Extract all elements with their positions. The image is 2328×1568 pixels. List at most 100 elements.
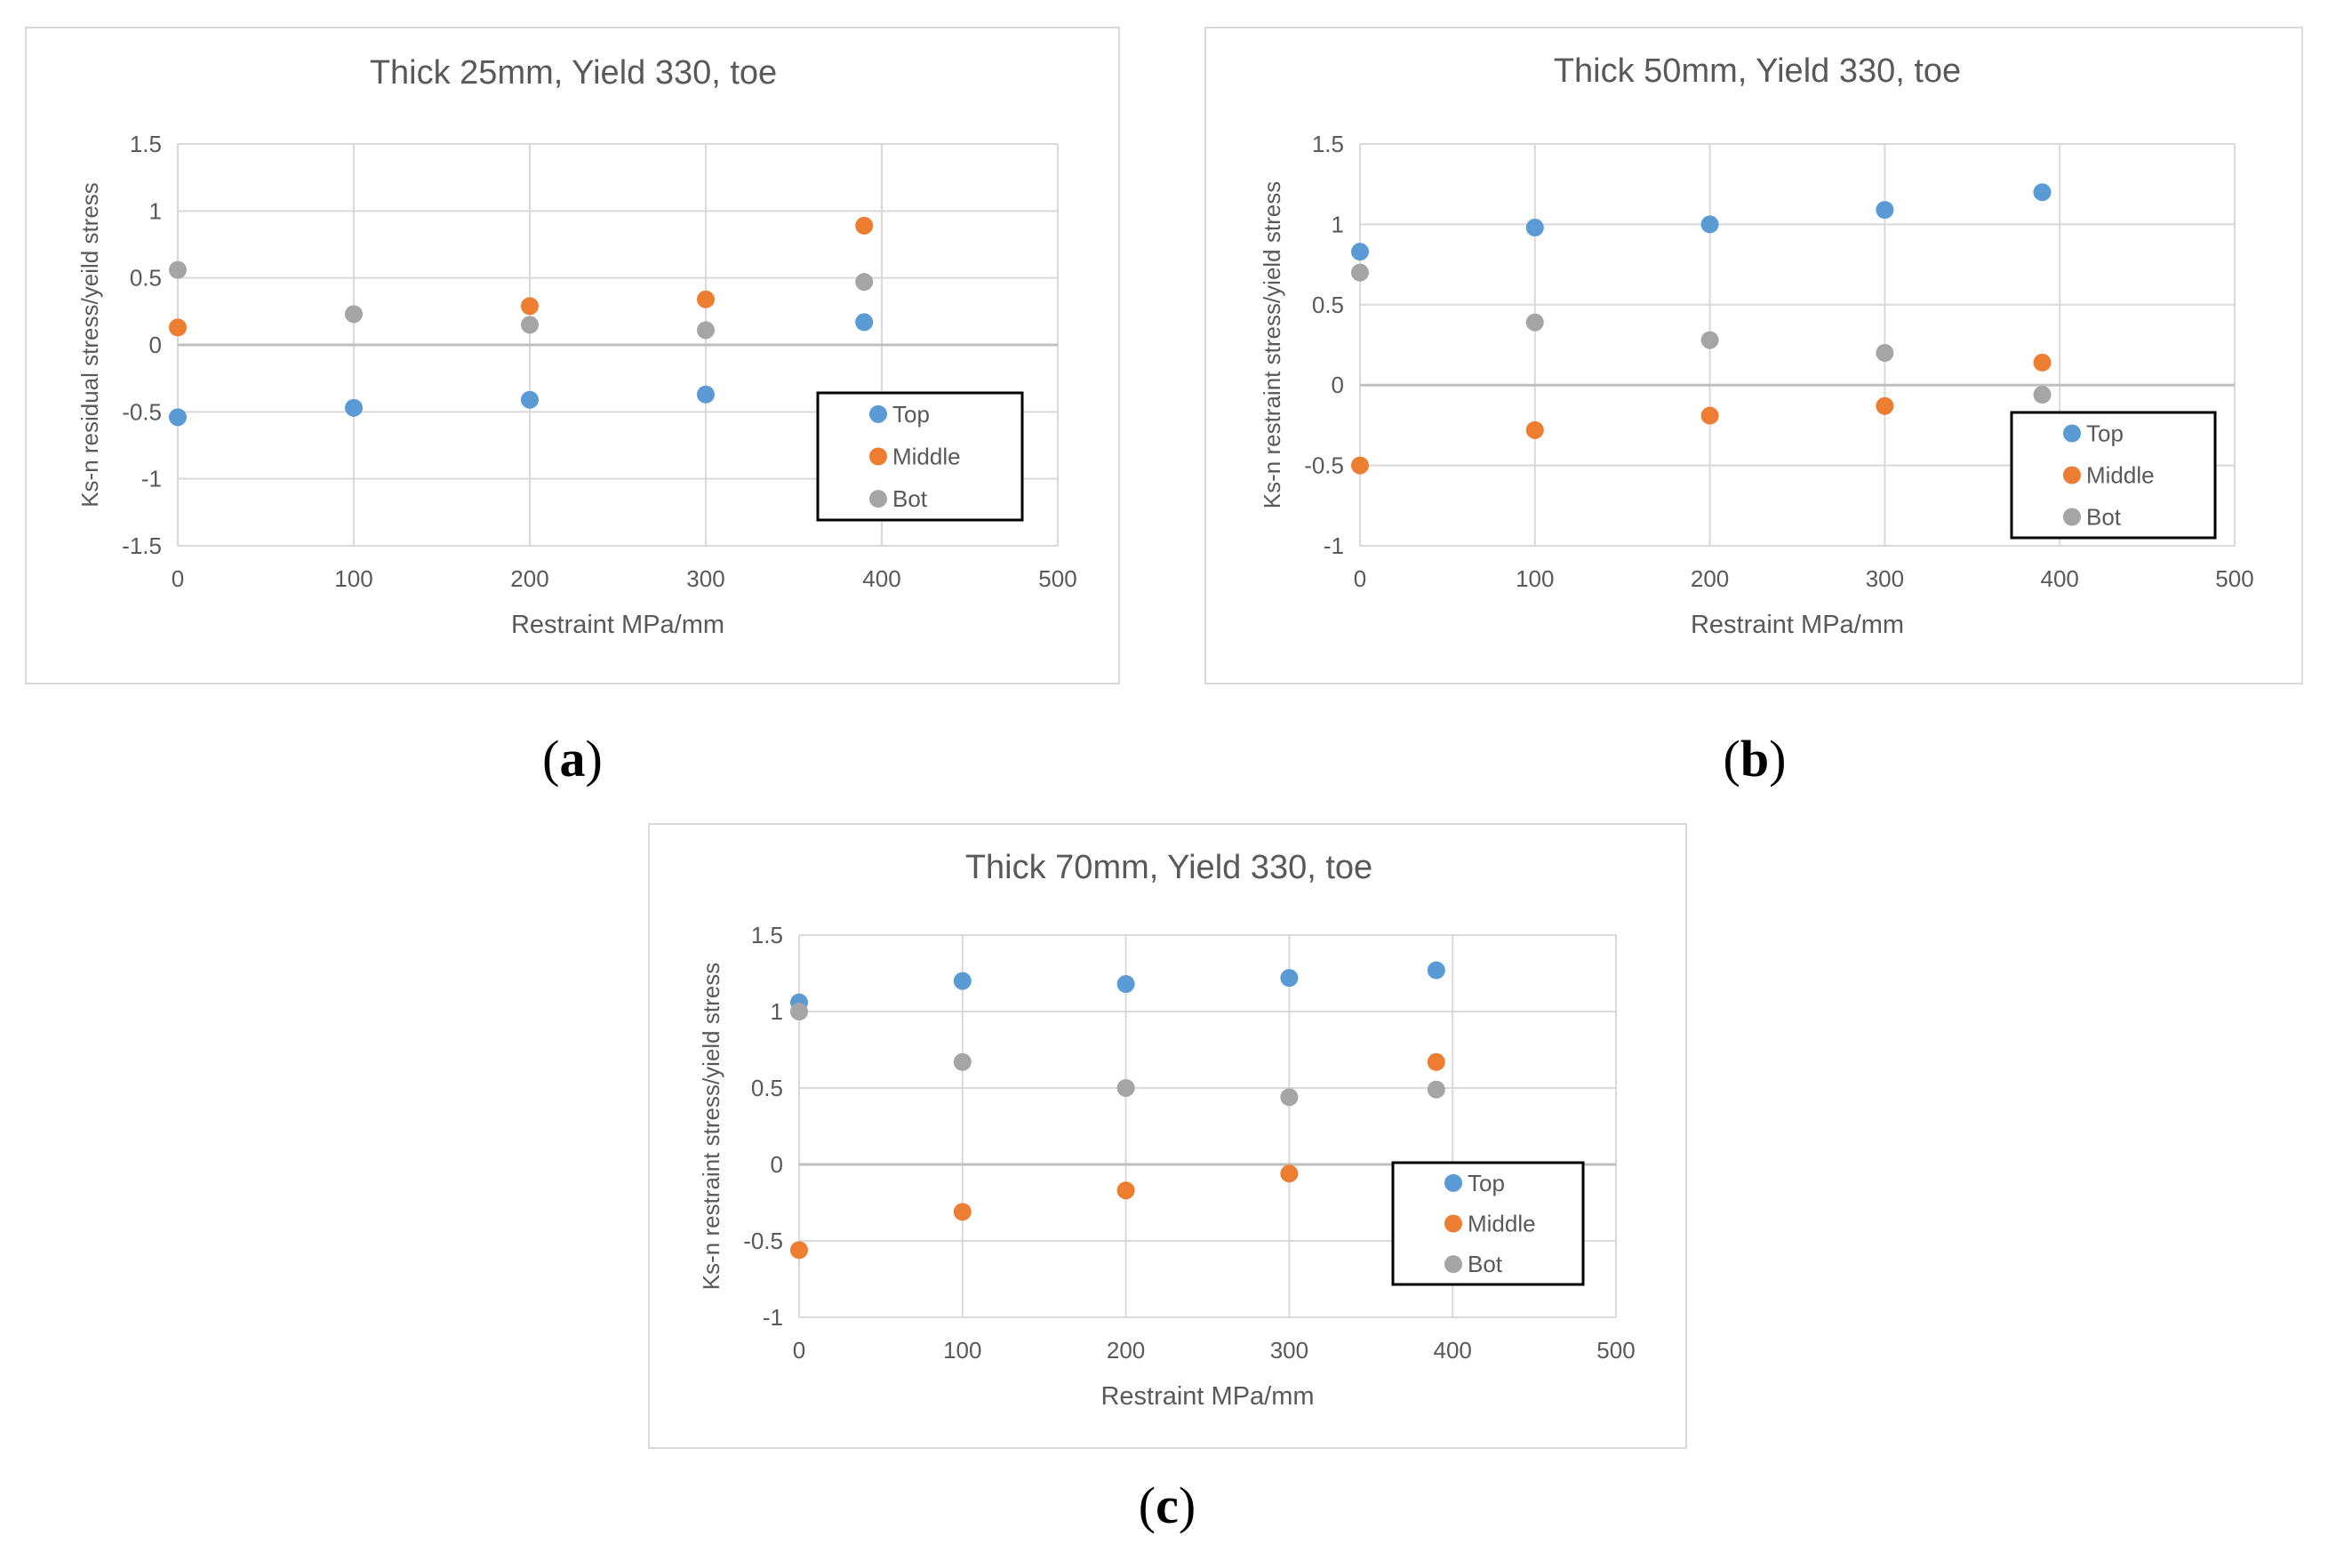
y-tick-label: 0 (149, 332, 162, 358)
data-point-top (1280, 969, 1299, 988)
chart-title: Thick 50mm, Yield 330, toe (1554, 52, 1961, 90)
legend-marker-middle (2063, 466, 2081, 484)
data-point-bot (345, 305, 363, 324)
data-point-top (521, 390, 539, 409)
data-point-top (2033, 183, 2052, 202)
legend-marker-bot (1444, 1255, 1462, 1274)
data-point-bot (1876, 344, 1894, 363)
data-point-middle (1525, 420, 1544, 439)
data-point-middle (2033, 353, 2052, 372)
legend-label-middle: Middle (892, 444, 961, 470)
y-axis-label: Ks-n restraint stress/yield stress (698, 963, 724, 1290)
data-point-bot (169, 260, 187, 279)
caption-b-letter: b (1740, 730, 1770, 788)
legend-marker-top (2063, 424, 2081, 443)
data-point-top (697, 385, 715, 404)
chart-title: Thick 70mm, Yield 330, toe (965, 849, 1372, 886)
data-point-bot (1116, 1079, 1135, 1097)
data-point-middle (521, 297, 539, 316)
data-point-bot (1351, 263, 1369, 282)
data-point-top (1116, 975, 1135, 994)
legend-box (2010, 411, 2217, 540)
y-tick-label: 0 (1332, 372, 1344, 398)
legend-marker-top (1444, 1173, 1462, 1192)
chart-panel-a: -1.5 -1 -0.5 0 0.5 1 1.5 0 100 200 300 400 500 Thick … (25, 27, 1120, 684)
data-point-middle (169, 318, 187, 337)
y-tick-label: -0.5 (1304, 452, 1344, 479)
caption-b: (b) (1723, 730, 1787, 788)
y-tick-label: -1 (763, 1304, 783, 1331)
legend-marker-bot (2063, 508, 2081, 526)
data-point-middle (1351, 456, 1369, 475)
data-point-bot (521, 316, 539, 334)
data-point-top (855, 313, 874, 332)
y-tick-label: 0.5 (1312, 292, 1344, 318)
data-point-middle (855, 216, 874, 235)
data-point-bot (1525, 313, 1544, 332)
y-tick-label: 1.5 (1312, 131, 1344, 157)
y-tick-label: -1 (141, 466, 162, 492)
data-point-top (1700, 215, 1719, 234)
x-tick-label: 200 (1691, 565, 1729, 592)
data-point-middle (953, 1203, 972, 1221)
chart-b-svg: -1 -0.5 0 0.5 1 1.5 0 100 200 300 400 500 Thick 50mm… (1259, 52, 2254, 639)
x-tick-label: 100 (334, 565, 372, 592)
data-point-middle (1427, 1052, 1445, 1071)
x-tick-label: 300 (1270, 1337, 1308, 1364)
data-point-bot (1700, 331, 1719, 349)
legend-label-top: Top (1468, 1170, 1505, 1196)
x-tick-label: 100 (943, 1337, 981, 1364)
data-point-bot (2033, 386, 2052, 404)
legend-box (816, 391, 1024, 522)
legend-label-top: Top (2086, 420, 2124, 447)
y-axis-label: Ks-n restraint stress/yield stress (1259, 181, 1285, 508)
legend-label-middle: Middle (1468, 1211, 1536, 1237)
x-tick-label: 500 (1038, 565, 1076, 592)
y-axis-label: Ks-n residual stress/yeild stress (76, 182, 103, 508)
data-point-bot (697, 321, 715, 340)
y-tick-label: 1.5 (130, 131, 162, 157)
x-axis-label: Restraint MPa/mm (1691, 611, 1904, 639)
y-tick-label: -0.5 (122, 398, 162, 425)
x-tick-label: 300 (1866, 565, 1904, 592)
x-tick-label: 200 (510, 565, 548, 592)
caption-a-letter: a (559, 730, 586, 788)
legend-label-bot: Bot (892, 485, 928, 512)
data-point-bot (953, 1052, 972, 1071)
chart-c-svg: -1 -0.5 0 0.5 1 1.5 0 100 200 300 400 500 Thick 70mm… (698, 849, 1636, 1411)
legend-marker-top (869, 404, 887, 423)
data-point-top (1525, 219, 1544, 237)
x-tick-label: 200 (1107, 1337, 1145, 1364)
legend-marker-middle (1444, 1214, 1462, 1233)
caption-c: (c) (1138, 1476, 1196, 1534)
legend-label-bot: Bot (2086, 504, 2122, 531)
legend-label-middle: Middle (2086, 462, 2155, 489)
data-point-top (1876, 201, 1894, 220)
x-tick-label: 500 (2215, 565, 2253, 592)
data-point-middle (1280, 1164, 1299, 1183)
data-point-middle (1700, 406, 1719, 425)
x-tick-label: 500 (1596, 1337, 1635, 1364)
data-point-bot (1427, 1080, 1445, 1099)
data-point-bot (855, 273, 874, 292)
data-point-bot (790, 1003, 808, 1020)
caption-c-letter: c (1156, 1476, 1179, 1534)
data-point-middle (1116, 1181, 1135, 1200)
chart-a-svg: -1.5 -1 -0.5 0 0.5 1 1.5 0 100 200 300 400 500 Thick … (76, 54, 1077, 639)
x-tick-label: 400 (862, 565, 900, 592)
legend-box (1391, 1161, 1585, 1286)
x-tick-label: 100 (1516, 565, 1554, 592)
data-point-top (169, 408, 187, 427)
y-tick-label: 1.5 (751, 922, 783, 948)
y-tick-label: 0.5 (130, 265, 162, 292)
y-tick-label: -1 (1324, 532, 1344, 559)
x-tick-label: 400 (2041, 565, 2079, 592)
y-tick-label: 1 (149, 197, 162, 224)
caption-a: (a) (542, 730, 603, 788)
chart-title: Thick 25mm, Yield 330, toe (370, 54, 777, 92)
data-point-top (1351, 243, 1369, 261)
y-tick-label: 0 (771, 1151, 783, 1178)
x-tick-label: 400 (1434, 1337, 1472, 1364)
y-tick-label: 1 (771, 998, 783, 1025)
chart-panel-b: -1 -0.5 0 0.5 1 1.5 0 100 200 300 400 500 Thick 50mm… (1204, 27, 2303, 684)
